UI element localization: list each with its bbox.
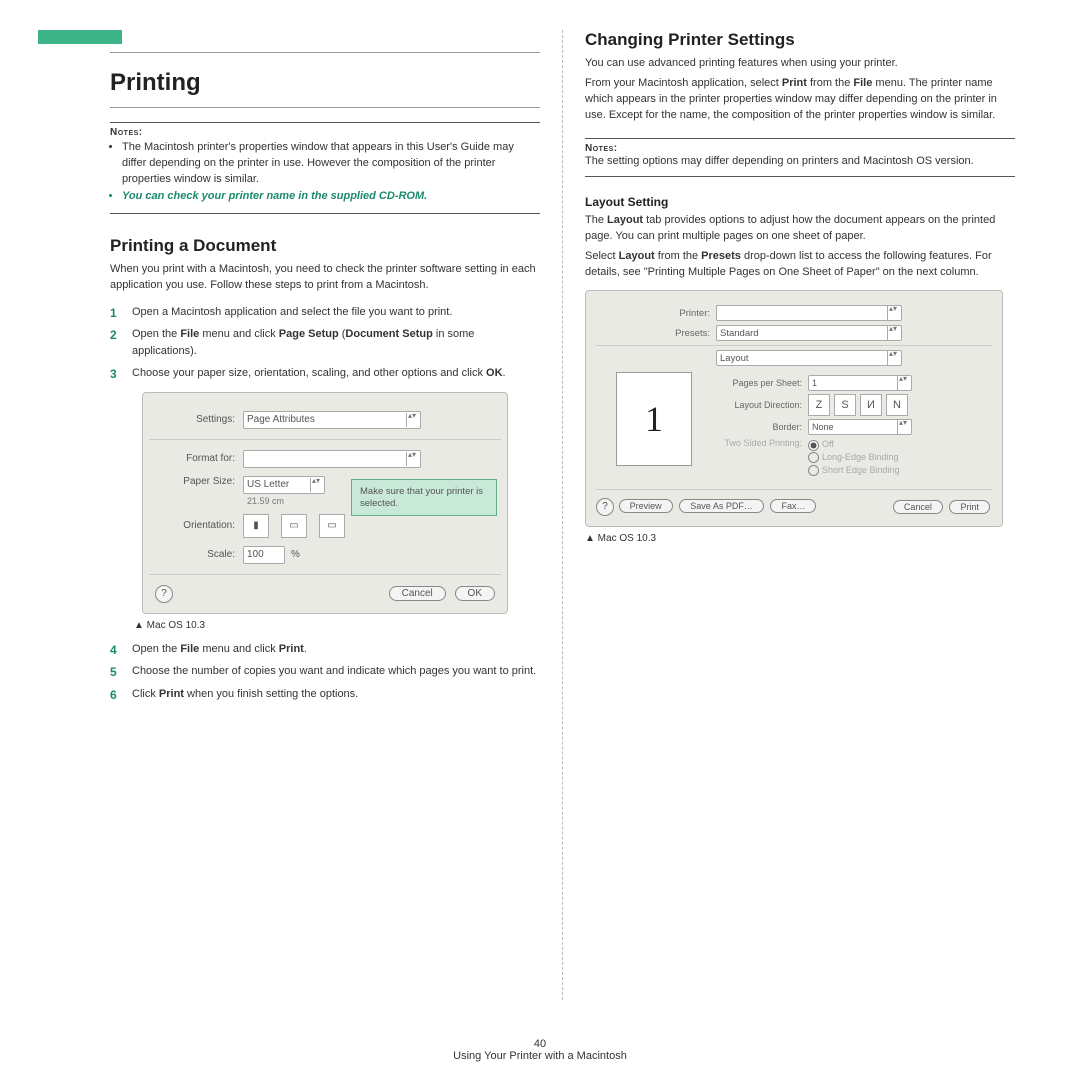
orientation-landscape[interactable]: ▭ [281,514,307,538]
help-button[interactable]: ? [155,585,173,603]
step: Click Print when you finish setting the … [132,686,540,703]
direction-option[interactable]: И [860,394,882,416]
steps-list: Open a Macintosh application and select … [110,304,540,382]
scale-label: Scale: [155,549,243,560]
settings-dropdown[interactable]: Page Attributes▴▾ [243,411,421,429]
settings-label: Settings: [155,414,243,425]
save-as-pdf-button[interactable]: Save As PDF… [679,499,764,513]
preview-button[interactable]: Preview [619,499,673,513]
section-heading: Printing a Document [110,236,540,256]
orientation-label: Orientation: [155,520,243,531]
pages-per-sheet-dropdown[interactable]: 1▴▾ [808,375,912,391]
panel-dropdown[interactable]: Layout▴▾ [716,350,902,366]
direction-option[interactable]: Z [808,394,830,416]
paper-size-dropdown[interactable]: US Letter▴▾ [243,476,325,494]
page-footer: 40 Using Your Printer with a Macintosh [0,1038,1080,1062]
pages-per-sheet-label: Pages per Sheet: [708,378,808,388]
layout-preview: 1 [616,372,692,466]
page: Printing Notes: The Macintosh printer's … [0,0,1080,1020]
two-sided-label: Two Sided Printing: [708,438,808,476]
cancel-button[interactable]: Cancel [893,500,943,514]
border-dropdown[interactable]: None▴▾ [808,419,912,435]
page-number: 40 [0,1038,1080,1050]
scale-input[interactable]: 100 [243,546,285,564]
print-dialog: Printer:▴▾ Presets:Standard▴▾ Layout▴▾ 1… [585,290,1003,527]
dialog-caption: ▲ Mac OS 10.3 [134,620,540,631]
section-intro: When you print with a Macintosh, you nee… [110,262,540,294]
note-item: The Macintosh printer's properties windo… [122,140,540,188]
body-text: Select Layout from the Presets drop-down… [585,249,1015,281]
notes-heading: Notes: [585,138,1015,154]
orientation-portrait[interactable]: ▮ [243,514,269,538]
radio-off[interactable]: Off [808,438,900,451]
page-setup-dialog: Settings: Page Attributes▴▾ Format for: … [142,392,508,614]
step: Open a Macintosh application and select … [132,304,540,321]
format-for-dropdown[interactable]: ▴▾ [243,450,421,468]
section-heading: Changing Printer Settings [585,30,1015,50]
radio-short[interactable]: Short Edge Binding [808,464,900,477]
body-text: From your Macintosh application, select … [585,76,1015,124]
direction-option[interactable]: N [886,394,908,416]
notes-body: The Macintosh printer's properties windo… [110,140,540,214]
orientation-landscape-flip[interactable]: ▭ [319,514,345,538]
callout: Make sure that your printer is selected. [351,479,497,517]
scale-percent: % [291,549,300,560]
paper-size-sub: 21.59 cm [247,496,325,506]
direction-option[interactable]: S [834,394,856,416]
step: Open the File menu and click Page Setup … [132,326,540,359]
help-button[interactable]: ? [596,498,614,516]
printer-label: Printer: [656,308,716,319]
radio-long[interactable]: Long-Edge Binding [808,451,900,464]
notes-body: The setting options may differ depending… [585,154,1015,177]
ok-button[interactable]: OK [455,586,495,601]
print-button[interactable]: Print [949,500,990,514]
format-for-label: Format for: [155,453,243,464]
step: Choose your paper size, orientation, sca… [132,365,540,382]
steps-list-2: Open the File menu and click Print. Choo… [110,641,540,703]
page-title: Printing [110,52,540,108]
layout-direction-label: Layout Direction: [708,400,808,410]
right-column: Changing Printer Settings You can use ad… [563,30,1015,1000]
body-text: You can use advanced printing features w… [585,56,1015,72]
step: Choose the number of copies you want and… [132,663,540,680]
printer-dropdown[interactable]: ▴▾ [716,305,902,321]
step: Open the File menu and click Print. [132,641,540,658]
presets-dropdown[interactable]: Standard▴▾ [716,325,902,341]
presets-label: Presets: [656,328,716,339]
dialog-caption: ▲ Mac OS 10.3 [585,533,1015,544]
notes-heading: Notes: [110,122,540,138]
left-column: Printing Notes: The Macintosh printer's … [110,30,563,1000]
paper-size-label: Paper Size: [155,476,243,487]
fax-button[interactable]: Fax… [770,499,816,513]
cancel-button[interactable]: Cancel [389,586,446,601]
border-label: Border: [708,422,808,432]
subsection-heading: Layout Setting [585,195,1015,209]
note-item-highlight: You can check your printer name in the s… [122,189,540,205]
body-text: The Layout tab provides options to adjus… [585,213,1015,245]
footer-text: Using Your Printer with a Macintosh [0,1050,1080,1062]
